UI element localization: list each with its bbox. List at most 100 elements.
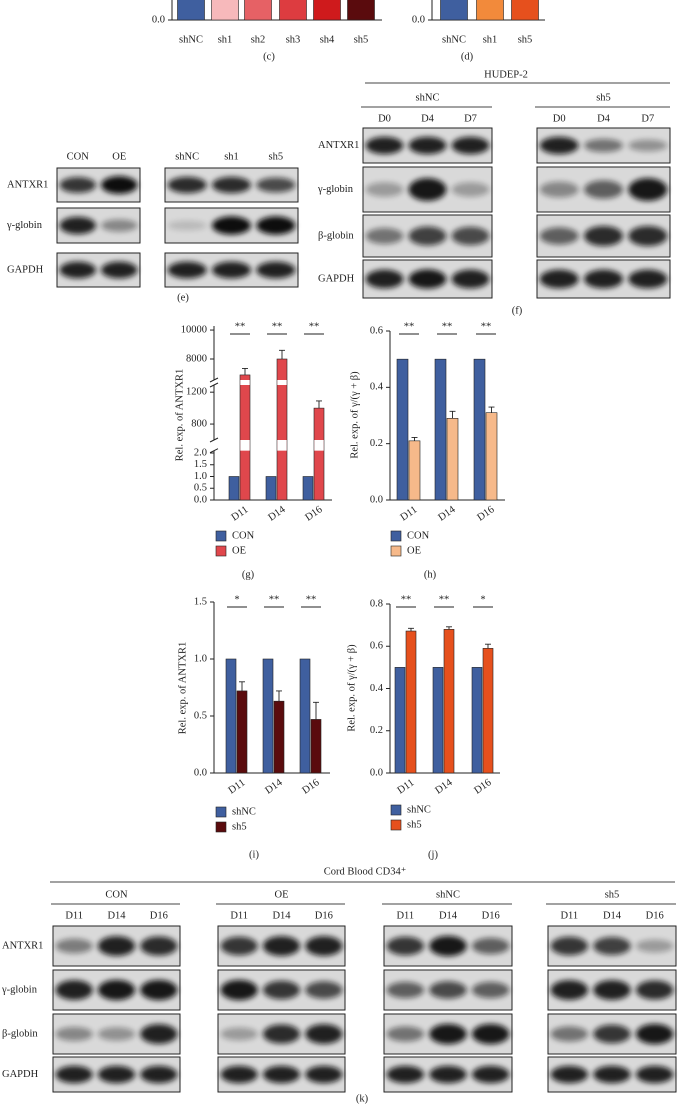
y-tick-label: 0.0 [370,494,383,505]
y-tick-label: 0.4 [370,382,384,393]
blot-band [539,136,579,155]
bar [279,0,307,21]
blot-band [220,936,258,956]
bar [310,719,322,774]
group-label: sh5 [605,889,620,900]
blot-band [408,226,447,246]
row-label: GAPDH [2,1069,39,1080]
blot-band [365,269,404,289]
legend-swatch [390,530,402,542]
row-label: ANTXR1 [7,179,48,190]
blot-band [59,216,97,235]
x-tick-label: shNC [442,34,466,45]
bar [476,0,504,21]
legend-label: OE [232,545,246,556]
x-tick-label: D11 [230,504,251,523]
lane-label: D11 [230,910,248,921]
group-label: OE [275,889,289,900]
blot-band [583,180,624,199]
blot-band [635,1023,674,1045]
bar [408,440,421,501]
legend-label: shNC [232,806,256,817]
group-label: shNC [416,92,440,103]
blot-band [55,938,93,954]
significance: ** [401,594,412,605]
bar [262,658,274,774]
y-tick-label: 0.0 [412,14,425,25]
significance: ** [309,321,320,332]
y-tick-label: 0.2 [370,438,383,449]
panel-label: (h) [424,569,437,580]
row-label: γ-globin [317,184,354,195]
blot-band [97,979,136,1001]
blot-band [628,269,668,289]
blot-band [365,136,404,155]
bar [511,0,539,21]
legend-label: CON [407,530,430,541]
blot-band [305,1065,343,1084]
row-label: ANTXR1 [2,940,43,951]
blot-band [55,1065,93,1084]
y-tick-label: 0.5 [194,710,207,721]
blot-band [550,1065,589,1084]
error-bar [276,690,282,702]
bar [225,658,237,774]
x-tick-label: D11 [396,777,417,796]
error-bar [485,643,491,649]
significance: ** [404,321,415,332]
blot-band [550,1026,589,1042]
blot-band [167,220,207,231]
group-label: sh5 [596,92,611,103]
group-label: shNC [436,889,460,900]
y-tick-label: 0.0 [370,767,383,778]
legend-label: OE [407,545,421,556]
y-tick-label: 1.0 [194,653,207,664]
panel-label: (d) [461,51,474,62]
blot-band [59,177,97,193]
bar [396,358,409,501]
y-tick-label: 8000 [186,353,207,364]
blot-band [365,182,404,197]
lane-label: D7 [641,113,654,124]
lane-label: D11 [396,910,414,921]
blot-band [628,139,668,152]
bar [299,658,311,774]
axis-break [277,440,287,451]
bar [177,0,205,21]
legend-label: shNC [407,804,431,815]
blot-band [583,225,624,247]
blot-band [451,182,490,197]
blot-title: Cord Blood CD34⁺ [324,866,407,877]
axis-break [277,380,287,385]
significance: ** [235,321,246,332]
x-tick-label: D14 [433,777,455,797]
significance: ** [306,594,317,605]
y-tick-label: 2.0 [194,447,207,458]
x-tick-label: D14 [266,504,288,524]
blot-band [59,261,97,279]
significance: ** [269,594,280,605]
error-bar [316,400,322,409]
row-label: γ-globin [6,220,43,231]
row-label: γ-globin [1,984,38,995]
panel-label: (g) [242,569,255,580]
blot-band [429,935,467,957]
blot-band [167,176,207,194]
blot-band [305,1024,343,1044]
bar [236,690,248,774]
blot-band [100,261,138,279]
bar [265,476,277,501]
blot-band [408,136,447,155]
blot-band [429,1065,467,1084]
y-tick-label: 0.0 [194,767,207,778]
y-axis-label: Rel. exp. of γ/(γ + β) [346,644,357,732]
x-tick-label: sh3 [286,34,301,45]
blot-band [97,1065,136,1084]
bar [485,412,498,501]
blot-band [550,980,589,1000]
lane-label: D11 [560,910,578,921]
blot-band [550,936,589,956]
axis-break [240,440,250,451]
blot-band [471,981,510,999]
error-bar [279,349,285,360]
